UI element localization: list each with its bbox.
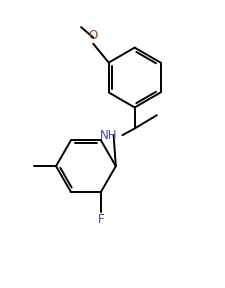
Text: F: F (98, 213, 104, 226)
Text: O: O (89, 29, 98, 42)
Text: NH: NH (99, 129, 117, 142)
